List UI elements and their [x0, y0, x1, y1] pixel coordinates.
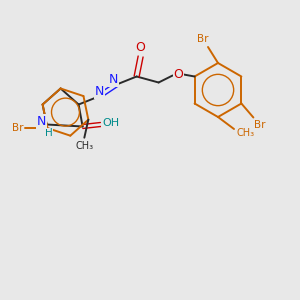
Text: N: N — [109, 73, 118, 86]
Text: O: O — [174, 68, 184, 81]
Text: O: O — [136, 41, 146, 54]
Text: N: N — [37, 115, 46, 128]
Text: Br: Br — [197, 34, 209, 44]
Text: OH: OH — [102, 118, 119, 128]
Text: Br: Br — [12, 123, 23, 133]
Text: Br: Br — [254, 121, 265, 130]
Text: CH₃: CH₃ — [75, 141, 93, 151]
Text: H: H — [45, 128, 52, 139]
Text: N: N — [95, 85, 104, 98]
Text: CH₃: CH₃ — [237, 128, 255, 138]
